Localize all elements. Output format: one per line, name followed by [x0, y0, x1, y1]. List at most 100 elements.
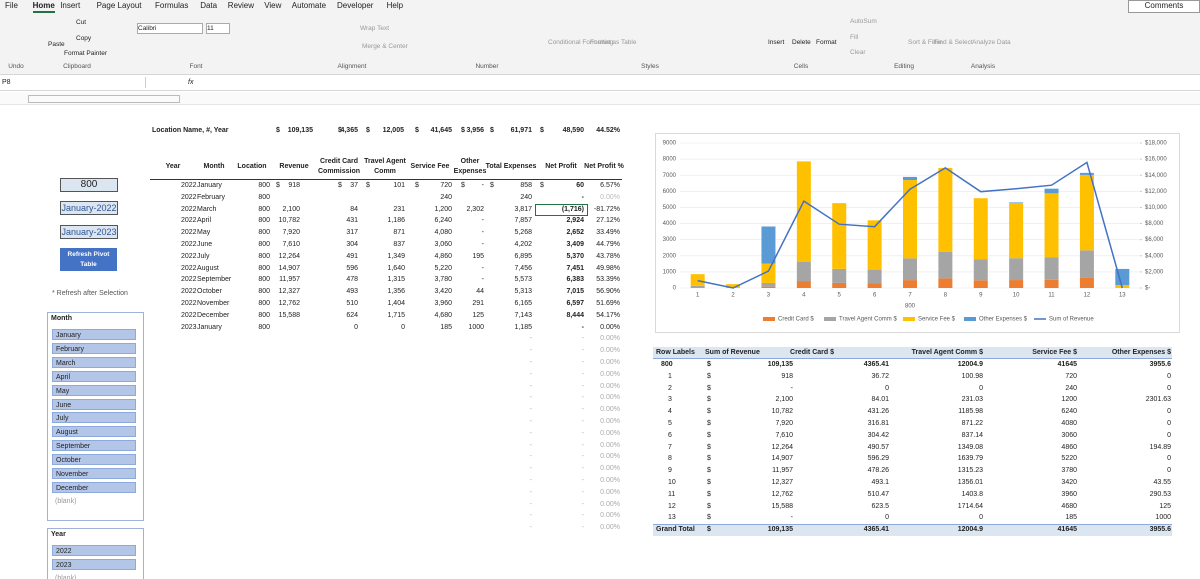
- table-header-rule: [150, 179, 622, 180]
- pivot-cell: 720: [1065, 372, 1077, 380]
- slicer-item[interactable]: September: [52, 440, 136, 452]
- blank-cell: 0.00%: [600, 477, 620, 484]
- table-header: Other Expenses: [453, 158, 487, 175]
- table-cell: 12,762: [278, 300, 300, 307]
- ribbon-tab[interactable]: Home: [32, 1, 55, 13]
- slicer-item[interactable]: 2022: [52, 545, 136, 556]
- ribbon-tab[interactable]: Developer: [337, 1, 374, 10]
- ribbon-button[interactable]: Format: [816, 39, 837, 46]
- refresh-button[interactable]: Refresh Pivot Table: [60, 248, 117, 271]
- table-cell: 6,383: [566, 276, 584, 284]
- blank-cell: -: [581, 465, 584, 473]
- slicer-item[interactable]: (blank): [55, 497, 77, 505]
- ribbon-tab[interactable]: Review: [227, 1, 255, 10]
- blank-cell: 0.00%: [600, 335, 620, 343]
- ribbon-button[interactable]: Clear: [850, 49, 866, 56]
- table-cell: 800: [258, 182, 270, 189]
- table-cell: -: [481, 264, 484, 272]
- input-box[interactable]: January-2023: [60, 225, 118, 239]
- blank-cell: -: [529, 429, 532, 437]
- slicer-item[interactable]: August: [52, 426, 136, 438]
- ribbon-tab[interactable]: View: [264, 1, 282, 10]
- ribbon-tab[interactable]: File: [5, 1, 18, 10]
- pivot-cell: 14,907: [771, 455, 793, 463]
- ribbon-button[interactable]: Fill: [850, 34, 859, 41]
- input-box[interactable]: January-2022: [60, 201, 118, 215]
- table-cell: 231: [393, 205, 405, 213]
- input-box[interactable]: 800: [60, 178, 118, 192]
- blank-cell: -: [581, 477, 584, 484]
- comments-button[interactable]: Comments: [1128, 0, 1200, 13]
- slicer-item[interactable]: 2023: [52, 558, 136, 570]
- slicer-item[interactable]: March: [52, 356, 136, 368]
- pivot-cell: $: [707, 420, 711, 427]
- table-cell: 49.98%: [596, 264, 620, 272]
- ribbon-tab[interactable]: Page Layout: [96, 1, 142, 10]
- ribbon-button[interactable]: Merge & Center: [362, 43, 408, 50]
- pivot-cell: $: [707, 455, 711, 463]
- ribbon-tab[interactable]: Insert: [60, 1, 81, 10]
- table-cell: 596: [346, 264, 358, 272]
- slicer-item[interactable]: June: [52, 398, 136, 410]
- table-header: Credit Card Commission: [317, 158, 360, 175]
- ribbon-button[interactable]: Format as Table: [590, 39, 637, 46]
- slicer-item[interactable]: May: [52, 384, 136, 396]
- slicer-item[interactable]: (blank): [55, 574, 77, 579]
- blank-cell: 0.00%: [600, 453, 620, 461]
- fx-label: fx: [188, 79, 194, 86]
- ribbon-button[interactable]: AutoSum: [850, 18, 877, 25]
- table-cell: June: [197, 241, 213, 248]
- table-cell: 493: [346, 288, 358, 296]
- x-tick-label: 1: [696, 293, 700, 299]
- ribbon-tab[interactable]: Automate: [291, 1, 327, 10]
- table-cell: 185: [440, 323, 452, 331]
- slicer-item[interactable]: December: [52, 481, 136, 493]
- bar-segment: [973, 280, 988, 288]
- slicer-item[interactable]: January: [52, 329, 136, 340]
- legend-label: Other Expenses $: [979, 317, 1028, 323]
- pivot-header: Row Labels: [656, 349, 695, 356]
- slicer-item[interactable]: October: [52, 454, 136, 466]
- ribbon-button[interactable]: Calibri: [137, 23, 203, 34]
- ribbon-button[interactable]: 11: [206, 23, 230, 34]
- ribbon-button[interactable]: Paste: [48, 41, 65, 48]
- slicer-item[interactable]: April: [52, 370, 136, 382]
- pivot-cell: 1200: [1061, 396, 1077, 404]
- pivot-cell: $: [707, 467, 711, 475]
- pivot-cell: 596.29: [867, 455, 889, 463]
- summary-cell: Location Name, #, Year: [152, 127, 229, 134]
- table-header: Net Profit: [545, 163, 577, 170]
- slicer-item[interactable]: February: [52, 342, 136, 354]
- ribbon-button[interactable]: Cut: [76, 19, 87, 26]
- slicer-item[interactable]: July: [52, 412, 136, 424]
- table-cell: 6,240: [434, 217, 452, 225]
- slicer-item[interactable]: November: [52, 468, 136, 479]
- pivot-cell: 109,135: [767, 361, 793, 368]
- ribbon: [0, 0, 1200, 75]
- pivot-cell: 3960: [1061, 490, 1077, 498]
- pivot-cell: 4080: [1061, 420, 1077, 427]
- ribbon-tab[interactable]: Help: [386, 1, 404, 10]
- ribbon-button[interactable]: Delete: [792, 39, 811, 46]
- pivot-header-bg: [653, 347, 1172, 359]
- currency-symbol: $: [415, 182, 419, 189]
- ribbon-button[interactable]: Format Painter: [64, 50, 107, 57]
- ribbon-button[interactable]: Conditional Formatting: [548, 39, 614, 46]
- ribbon-button[interactable]: Find & Select: [934, 39, 973, 46]
- bar-segment: [973, 198, 988, 260]
- ribbon-button[interactable]: Copy: [76, 35, 92, 42]
- pivot-cell: 3: [668, 396, 672, 404]
- pivot-cell: 194.89: [1149, 443, 1171, 451]
- ribbon-button[interactable]: Insert: [768, 39, 785, 46]
- pivot-cell: 10,782: [771, 408, 793, 416]
- table-cell: 3,409: [566, 241, 584, 248]
- x-tick-label: 7: [908, 293, 912, 299]
- ribbon-button[interactable]: Sort & Filter: [908, 39, 943, 46]
- table-cell: 291: [472, 300, 484, 307]
- ribbon-button[interactable]: Analyze Data: [972, 39, 1011, 46]
- ribbon-tab[interactable]: Data: [200, 1, 218, 10]
- ribbon-button[interactable]: Wrap Text: [360, 25, 390, 32]
- bar-segment: [1009, 258, 1024, 281]
- summary-cell: $: [540, 127, 544, 134]
- ribbon-tab[interactable]: Formulas: [155, 1, 189, 10]
